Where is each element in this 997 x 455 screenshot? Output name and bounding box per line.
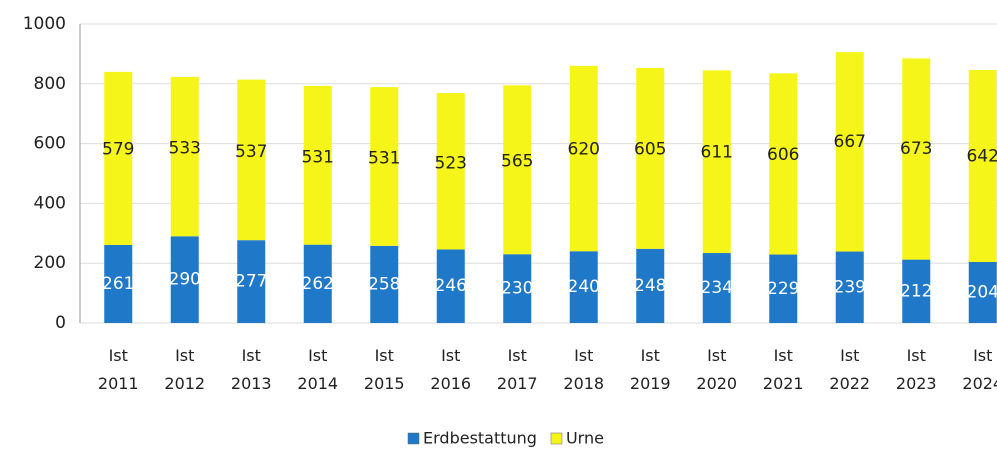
legend-label: Urne: [566, 429, 604, 448]
bar-segment: [303, 244, 332, 323]
x-tick-label: Ist 2013: [230, 346, 272, 393]
bar-segment: [902, 58, 931, 260]
data-label: 620: [568, 139, 600, 159]
data-label: 204: [967, 283, 997, 303]
bar-segment: [104, 244, 133, 323]
data-label: 290: [169, 270, 201, 290]
x-tick-label: Ist 2017: [496, 346, 538, 393]
bar-segment: [303, 85, 332, 245]
y-tick-label: 200: [34, 253, 66, 273]
data-label: 579: [102, 140, 134, 160]
data-label: 229: [767, 279, 799, 299]
x-tick-label: Ist 2020: [696, 346, 738, 393]
data-label: 611: [701, 143, 733, 163]
bar-segment: [769, 73, 798, 255]
bar-segment: [968, 70, 997, 263]
data-label: 234: [701, 278, 733, 298]
bar-segment: [237, 79, 266, 241]
bar-segment: [370, 245, 399, 323]
bar-segment: [569, 251, 598, 323]
data-label: 261: [102, 274, 134, 294]
data-label: 239: [834, 277, 866, 297]
data-label: 212: [900, 281, 932, 301]
bar-segment: [636, 67, 665, 249]
data-label: 673: [900, 139, 932, 159]
bar-segment: [104, 71, 133, 245]
y-tick-label: 0: [55, 313, 66, 333]
data-label: 531: [302, 147, 334, 167]
bar-segment: [702, 253, 731, 323]
bar-segment: [569, 65, 598, 252]
data-label: 262: [302, 274, 334, 294]
y-tick-label: 800: [34, 74, 66, 94]
bar-segment: [503, 85, 532, 255]
data-label: 246: [435, 276, 467, 296]
x-tick-label: Ist 2021: [762, 346, 804, 393]
data-label: 565: [501, 151, 533, 171]
legend-swatch: [550, 432, 563, 445]
y-tick-label: 1000: [23, 14, 66, 34]
x-tick-label: Ist 2015: [363, 346, 405, 393]
bar-segment: [968, 262, 997, 323]
data-label: 523: [435, 153, 467, 173]
x-tick-label: Ist 2022: [829, 346, 871, 393]
x-tick-label: Ist 2016: [430, 346, 472, 393]
data-label: 277: [235, 272, 267, 292]
bar-segment: [503, 254, 532, 323]
y-tick-label: 400: [34, 193, 66, 213]
bar-segment: [237, 240, 266, 323]
legend-label: Erdbestattung: [423, 429, 537, 448]
data-label: 667: [834, 132, 866, 152]
bar-segment: [170, 236, 199, 323]
data-label: 533: [169, 139, 201, 159]
data-label: 531: [368, 149, 400, 169]
x-tick-label: Ist 2012: [164, 346, 206, 393]
data-label: 642: [967, 146, 997, 166]
y-tick-label: 600: [34, 134, 66, 154]
legend-swatch: [407, 432, 420, 445]
bar-segment: [370, 87, 399, 246]
x-tick-label: Ist 2018: [563, 346, 605, 393]
bar-segment: [902, 259, 931, 323]
bar-segment: [769, 254, 798, 323]
x-tick-label: Ist 2011: [97, 346, 139, 393]
bar-segment: [702, 70, 731, 254]
bar-segment: [436, 249, 465, 323]
bar-segment: [436, 93, 465, 250]
data-label: 605: [634, 139, 666, 159]
bar-segment: [835, 251, 864, 323]
bar-segment: [636, 248, 665, 323]
data-label: 230: [501, 279, 533, 299]
data-label: 606: [767, 145, 799, 165]
data-label: 240: [568, 277, 600, 297]
data-label: 258: [368, 274, 400, 294]
bar-segment: [170, 76, 199, 237]
data-label: 248: [634, 276, 666, 296]
x-tick-label: Ist 2019: [629, 346, 671, 393]
x-tick-label: Ist 2023: [895, 346, 937, 393]
data-label: 537: [235, 142, 267, 162]
x-tick-label: Ist 2014: [297, 346, 339, 393]
bar-segment: [835, 52, 864, 252]
